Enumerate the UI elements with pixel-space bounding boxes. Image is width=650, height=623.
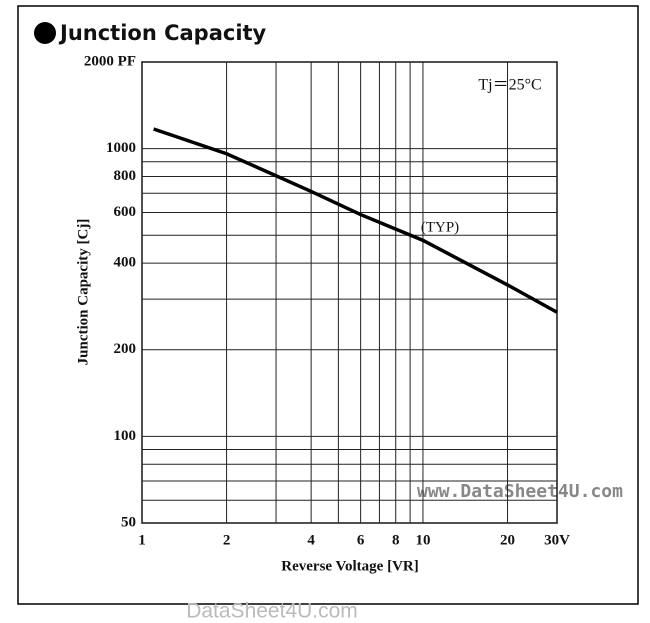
x-tick-label: 1 xyxy=(138,532,146,548)
watermark: DataSheet4U.com xyxy=(186,600,358,623)
plot-border xyxy=(141,61,558,524)
x-tick-label: 8 xyxy=(392,532,400,548)
y-tick-label: 800 xyxy=(114,168,137,184)
title-bullet xyxy=(34,22,56,44)
y-tick-label: 50 xyxy=(121,514,136,530)
x-tick-label: 6 xyxy=(357,532,365,548)
data-line xyxy=(153,127,558,314)
y-tick-label: 400 xyxy=(114,255,137,271)
watermark: www.DataSheet4U.com xyxy=(417,481,623,502)
y-tick-label: 2000 PF xyxy=(84,53,136,69)
x-axis-label: Reverse Voltage [VR] xyxy=(281,558,418,574)
x-tick-label: 10 xyxy=(415,532,430,548)
frame xyxy=(17,5,639,605)
typ-label: (TYP) xyxy=(421,219,459,235)
y-tick-label: 200 xyxy=(114,341,137,357)
x-tick-label: 2 xyxy=(223,532,231,548)
y-tick-label: 600 xyxy=(114,204,137,220)
y-tick-label: 1000 xyxy=(106,140,136,156)
y-tick-label: 100 xyxy=(114,428,137,444)
x-tick-label: 20 xyxy=(500,532,515,548)
condition: Tj＝25°C xyxy=(478,77,541,94)
y-axis-label: Junction Capacity [Cj] xyxy=(75,219,91,366)
chart-title: Junction Capacity xyxy=(58,21,267,45)
x-tick-label: 30V xyxy=(544,532,570,548)
x-tick-label: 4 xyxy=(307,532,315,548)
